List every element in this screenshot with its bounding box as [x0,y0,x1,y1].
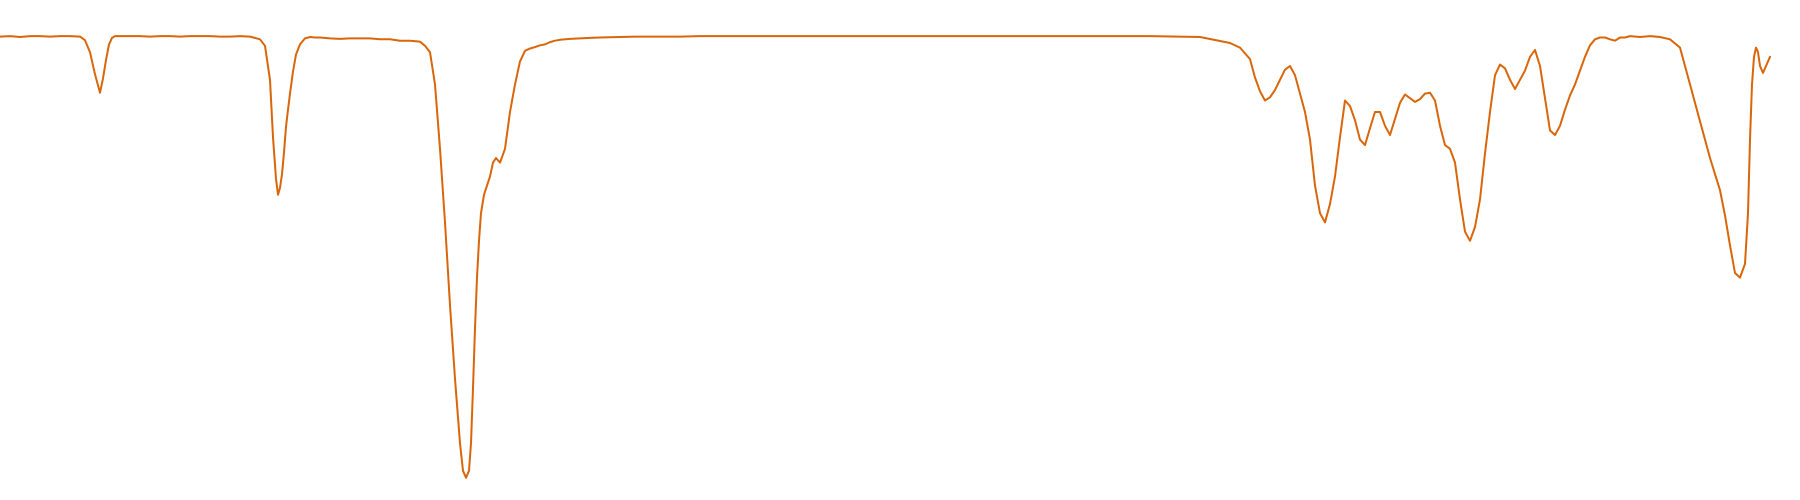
plot-area [0,35,1771,479]
series-line-0 [0,35,1771,479]
